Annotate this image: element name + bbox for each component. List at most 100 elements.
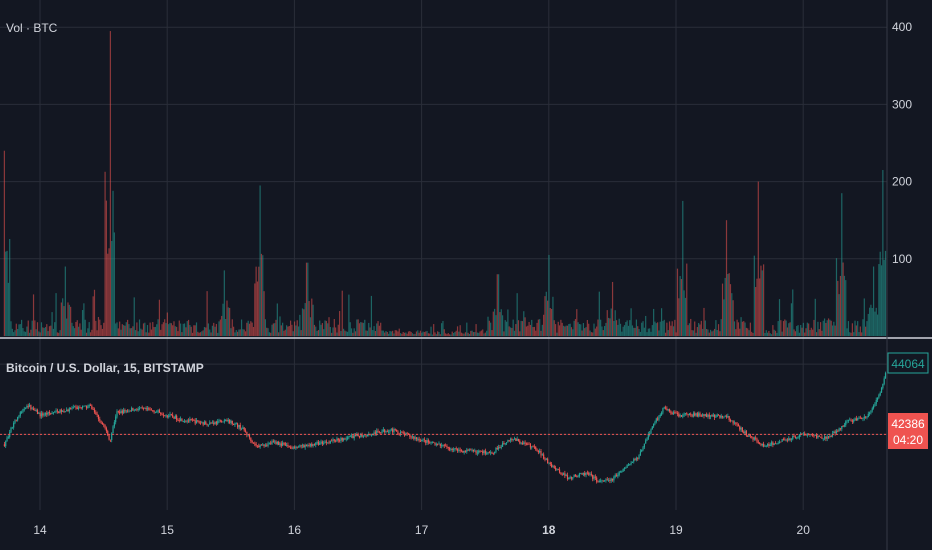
candle-body xyxy=(814,434,816,436)
candle-body xyxy=(377,430,379,432)
volume-bar xyxy=(564,326,566,336)
volume-bar xyxy=(766,332,769,336)
volume-bar xyxy=(823,318,826,336)
candle-body xyxy=(664,407,667,409)
volume-bar xyxy=(631,325,634,336)
candle-body xyxy=(68,408,70,412)
candle-body xyxy=(676,413,679,414)
volume-bar xyxy=(3,150,5,336)
volume-bar xyxy=(239,329,241,336)
volume-bar xyxy=(116,322,118,336)
candle-body xyxy=(850,419,852,421)
volume-bar xyxy=(512,319,514,336)
volume-bar xyxy=(728,273,730,336)
candle-body xyxy=(751,436,753,438)
volume-bar xyxy=(230,328,232,336)
candle-body xyxy=(148,408,150,410)
volume-bar xyxy=(597,319,599,336)
volume-bar xyxy=(161,324,163,336)
volume-bar xyxy=(362,322,365,336)
volume-bar xyxy=(486,330,488,336)
candle-body xyxy=(96,413,98,415)
candle-body xyxy=(108,435,110,440)
candle-body xyxy=(418,438,420,441)
volume-bar xyxy=(384,332,386,336)
volume-bar xyxy=(789,322,791,336)
volume-bar xyxy=(390,331,392,336)
candle-body xyxy=(335,440,337,442)
candle-body xyxy=(501,443,504,447)
volume-bar xyxy=(23,331,25,336)
volume-bar xyxy=(773,329,775,336)
candle-body xyxy=(520,442,522,444)
candle-body xyxy=(478,450,480,453)
volume-bar xyxy=(519,331,521,336)
volume-bar xyxy=(385,330,387,336)
volume-bar xyxy=(235,330,237,336)
volume-bar xyxy=(368,322,370,336)
candle-body xyxy=(869,412,871,414)
volume-bar xyxy=(255,266,257,336)
volume-bar xyxy=(565,325,567,336)
candle-body xyxy=(77,407,80,410)
candle-body xyxy=(235,423,237,425)
candle-body xyxy=(609,480,611,481)
volume-bar xyxy=(401,333,403,336)
candle-body xyxy=(827,436,830,438)
volume-bar xyxy=(402,332,404,336)
candle-body xyxy=(423,439,426,441)
volume-bar xyxy=(592,332,594,336)
volume-bar xyxy=(392,330,394,336)
candle-body xyxy=(589,473,591,475)
volume-bar xyxy=(826,320,828,336)
candle-body xyxy=(537,451,539,453)
volume-bar xyxy=(169,322,171,336)
volume-bar xyxy=(236,331,239,336)
volume-bar xyxy=(699,324,701,336)
candle-body xyxy=(690,413,692,415)
volume-bar xyxy=(149,322,151,336)
candle-body xyxy=(773,443,775,445)
candle-body xyxy=(308,445,310,446)
candle-body xyxy=(659,414,661,417)
volume-bar xyxy=(651,325,653,336)
candle-body xyxy=(190,419,192,420)
candle-body xyxy=(419,440,422,442)
volume-bar xyxy=(152,322,154,336)
candle-body xyxy=(759,442,761,445)
candle-body xyxy=(653,423,655,427)
volume-bar xyxy=(869,307,871,336)
volume-bar xyxy=(120,329,122,336)
candle-body xyxy=(655,418,657,422)
volume-bar xyxy=(507,309,509,336)
candle-body xyxy=(421,439,423,441)
volume-bar xyxy=(345,331,347,336)
candle-body xyxy=(728,416,730,420)
candle-body xyxy=(834,431,836,434)
candle-body xyxy=(739,426,741,430)
candle-body xyxy=(816,434,818,438)
volume-bar xyxy=(108,248,110,336)
volume-bar xyxy=(680,279,683,336)
candle-body xyxy=(849,419,851,421)
candle-body xyxy=(170,414,172,416)
volume-bar xyxy=(704,320,706,336)
volume-bar xyxy=(205,327,207,336)
volume-bar xyxy=(346,331,349,336)
volume-bar xyxy=(403,332,406,336)
volume-bar xyxy=(609,318,611,336)
candle-body xyxy=(611,478,614,481)
candle-body xyxy=(145,407,147,410)
candle-body xyxy=(482,451,484,454)
candle-body xyxy=(475,450,477,454)
candle-body xyxy=(788,438,790,441)
candle-body xyxy=(176,415,178,420)
volume-bar xyxy=(655,323,657,336)
volume-bar xyxy=(176,326,178,336)
candle-body xyxy=(782,439,785,440)
candle-body xyxy=(386,431,388,433)
volume-bar xyxy=(398,328,400,336)
candle-body xyxy=(283,442,285,444)
